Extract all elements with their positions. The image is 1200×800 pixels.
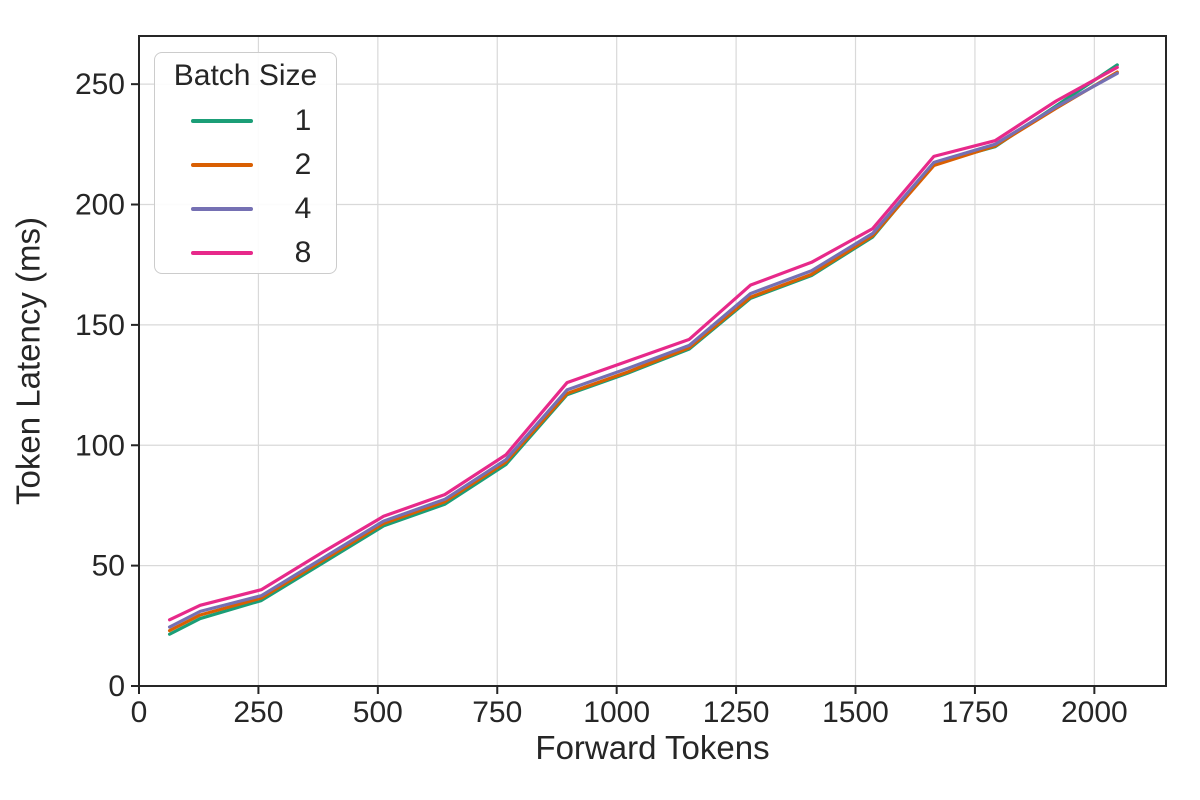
legend-label-batch-8: 8 bbox=[294, 236, 312, 269]
series-line-batch-4 bbox=[167, 71, 1119, 629]
legend-label-batch-1: 1 bbox=[294, 104, 312, 137]
legend-entry-batch-4: 4 bbox=[155, 187, 336, 231]
x-axis-title: Forward Tokens bbox=[535, 729, 770, 766]
legend-line-swatch-batch-8 bbox=[191, 251, 253, 255]
x-tick-label: 1250 bbox=[703, 696, 770, 729]
x-tick-label: 0 bbox=[131, 696, 148, 729]
x-tick-label: 2000 bbox=[1061, 696, 1128, 729]
x-tick-label: 250 bbox=[233, 696, 283, 729]
legend-line-swatch-batch-2 bbox=[191, 163, 253, 167]
legend: Batch Size 1 2 4 8 bbox=[154, 52, 337, 274]
y-tick-label: 0 bbox=[108, 670, 125, 703]
axes-frame bbox=[138, 35, 1167, 687]
y-tick-label: 50 bbox=[92, 550, 125, 583]
legend-line-swatch-batch-4 bbox=[191, 207, 253, 211]
legend-title: Batch Size bbox=[173, 59, 318, 92]
y-tick-label: 150 bbox=[75, 309, 125, 342]
x-tick-label: 750 bbox=[472, 696, 522, 729]
y-tick-label: 200 bbox=[75, 189, 125, 222]
legend-line-swatch-batch-1 bbox=[191, 119, 253, 123]
x-tick-label: 1500 bbox=[822, 696, 889, 729]
x-tick-label: 1750 bbox=[942, 696, 1009, 729]
x-tick-label: 500 bbox=[353, 696, 403, 729]
legend-label-batch-2: 2 bbox=[294, 148, 312, 181]
y-tick-label: 250 bbox=[75, 68, 125, 101]
series-line-batch-8 bbox=[167, 65, 1119, 622]
series-line-batch-2 bbox=[167, 70, 1119, 633]
y-tick-label: 100 bbox=[75, 429, 125, 462]
y-axis-title: Token Latency (ms) bbox=[9, 217, 47, 505]
x-tick-label: 1000 bbox=[583, 696, 650, 729]
legend-label-batch-4: 4 bbox=[294, 192, 312, 225]
legend-entry-batch-8: 8 bbox=[155, 231, 336, 275]
legend-entry-batch-1: 1 bbox=[155, 99, 336, 143]
legend-entry-batch-2: 2 bbox=[155, 143, 336, 187]
